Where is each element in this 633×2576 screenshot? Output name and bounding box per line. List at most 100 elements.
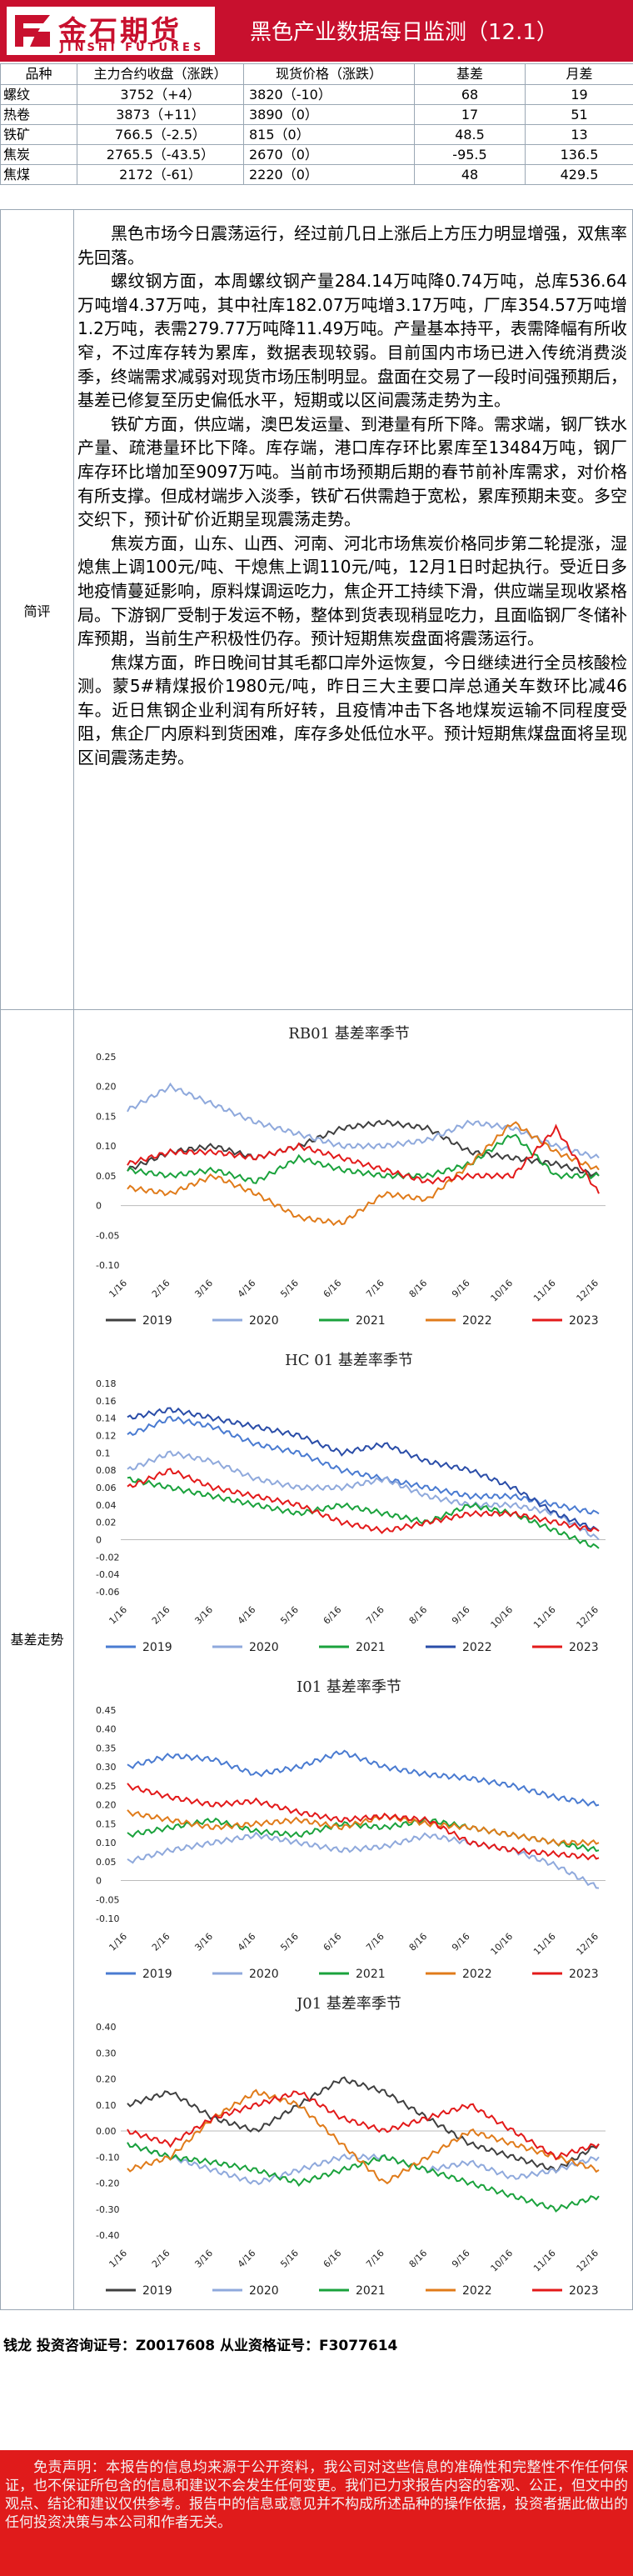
y-tick-label: 0.15 <box>96 1111 117 1122</box>
y-tick-label: 0.40 <box>96 1724 117 1735</box>
y-tick-label: -0.20 <box>96 2178 119 2189</box>
month-spread: 13 <box>525 124 633 145</box>
series-line-2023 <box>127 1468 600 1534</box>
report-title: 黑色产业数据每日监测（12.1） <box>250 20 558 45</box>
table-row: 热卷 3873（+11） 3890（0） 17 51 <box>0 104 633 125</box>
commentary-paragraph: 焦煤方面，昨日晚间甘其毛都口岸外运恢复，今日继续进行全员核酸检测。蒙5#精煤报价… <box>77 652 627 768</box>
column-header: 品种 <box>0 63 77 85</box>
chart-title: RB01 基差率季节 <box>288 1025 409 1043</box>
j01-basis-chart: J01 基差率季节 -0.40 -0.30 -0.20 -0.10 0.00 0.10 0.2… <box>82 1985 616 2310</box>
futures-close: 2765.5（-43.5） <box>77 144 244 165</box>
legend-label: 2019 <box>142 1968 172 1981</box>
x-tick-label: 11/16 <box>531 1278 558 1304</box>
x-tick-label: 7/16 <box>364 1278 386 1300</box>
legend-label: 2021 <box>356 1968 386 1981</box>
x-tick-label: 9/16 <box>450 1931 472 1953</box>
chart-title: I01 基差率季节 <box>297 1678 401 1696</box>
x-tick-label: 12/16 <box>575 1931 601 1958</box>
futures-close: 766.5（-2.5） <box>77 124 244 145</box>
legend-label: 2021 <box>356 1641 386 1654</box>
x-tick-label: 11/16 <box>531 2248 558 2274</box>
basis-label-cell: 基差走势 <box>1 1010 74 2309</box>
x-tick-label: 7/16 <box>364 2248 386 2270</box>
x-tick-label: 12/16 <box>575 1604 601 1631</box>
x-tick-label: 10/16 <box>489 1278 516 1304</box>
y-tick-label: 0.15 <box>96 1818 117 1829</box>
basis-value: 17 <box>414 104 526 125</box>
spot-price: 3820（-10） <box>243 84 415 105</box>
y-tick-label: 0.08 <box>96 1465 117 1476</box>
x-tick-label: 6/16 <box>321 1278 344 1300</box>
series-line-2022 <box>127 1407 600 1532</box>
futures-close: 3752（+4） <box>77 84 244 105</box>
x-tick-label: 5/16 <box>278 2248 301 2270</box>
x-tick-label: 7/16 <box>364 1931 386 1953</box>
commentary-text: 黑色市场今日震荡运行，经过前几日上涨后上方压力明显增强，双焦率先回落。 螺纹钢方… <box>77 222 627 770</box>
table-row: 螺纹 3752（+4） 3820（-10） 68 19 <box>0 84 633 105</box>
legend-label: 2023 <box>569 2284 599 2298</box>
month-spread: 429.5 <box>525 164 633 185</box>
month-spread: 136.5 <box>525 144 633 165</box>
y-tick-label: 0.00 <box>96 2126 117 2137</box>
x-tick-label: 1/16 <box>107 2248 129 2270</box>
column-header: 基差 <box>414 63 526 85</box>
x-tick-label: 5/16 <box>278 1931 301 1953</box>
y-tick-label: 0.1 <box>96 1448 111 1458</box>
x-tick-label: 4/16 <box>236 2248 258 2270</box>
y-tick-label: -0.10 <box>96 1260 119 1271</box>
series-line-2023 <box>127 1783 600 1861</box>
legend-label: 2022 <box>462 1968 492 1981</box>
y-tick-label: 0.05 <box>96 1857 117 1868</box>
logo-chinese-name: 金石期货 <box>58 15 182 48</box>
commentary-label: 简评 <box>23 603 51 619</box>
product-name: 螺纹 <box>0 84 77 105</box>
y-tick-label: -0.10 <box>96 1913 119 1924</box>
series-line-2023 <box>127 1123 600 1194</box>
commentary-label-cell: 简评 <box>1 210 74 1009</box>
y-tick-label: 0.45 <box>96 1705 117 1716</box>
column-header: 月差 <box>525 63 633 85</box>
legend-label: 2023 <box>569 1314 599 1328</box>
series-line-2023 <box>127 2090 600 2161</box>
y-tick-label: 0.20 <box>96 2074 117 2085</box>
y-tick-label: 0.10 <box>96 2100 117 2111</box>
legend-label: 2020 <box>249 1968 279 1981</box>
y-tick-label: 0 <box>96 1876 102 1887</box>
x-tick-label: 8/16 <box>407 1931 430 1953</box>
y-tick-label: -0.30 <box>96 2204 119 2215</box>
x-tick-label: 3/16 <box>192 1278 215 1300</box>
y-tick-label: 0.25 <box>96 1052 117 1063</box>
y-tick-label: -0.40 <box>96 2230 119 2241</box>
basis-value: -95.5 <box>414 144 526 165</box>
x-tick-label: 9/16 <box>450 1604 472 1627</box>
legend-label: 2021 <box>356 1314 386 1328</box>
x-tick-label: 6/16 <box>321 2248 344 2270</box>
legend-label: 2019 <box>142 1314 172 1328</box>
x-tick-label: 5/16 <box>278 1604 301 1627</box>
series-line-2022 <box>127 1121 600 1227</box>
series-line-2020 <box>127 1082 600 1160</box>
series-line-2021 <box>127 1476 600 1549</box>
company-logo: 金石期货 JINSHI FUTURES <box>5 5 217 57</box>
table-row: 焦炭 2765.5（-43.5） 2670（0） -95.5 136.5 <box>0 144 633 165</box>
spot-price: 2670（0） <box>243 144 415 165</box>
table-row: 铁矿 766.5（-2.5） 815（0） 48.5 13 <box>0 124 633 145</box>
legend-label: 2019 <box>142 2284 172 2298</box>
y-tick-label: -0.06 <box>96 1587 119 1598</box>
report-header: 金石期货 JINSHI FUTURES 黑色产业数据每日监测（12.1） <box>0 0 633 62</box>
logo-english-name: JINSHI FUTURES <box>60 42 205 54</box>
futures-close: 2172（-61） <box>77 164 244 185</box>
x-tick-label: 10/16 <box>489 2248 516 2274</box>
x-tick-label: 3/16 <box>192 1604 215 1627</box>
x-tick-label: 11/16 <box>531 1931 558 1958</box>
series-line-2019 <box>127 1415 600 1515</box>
y-tick-label: 0.02 <box>96 1518 117 1528</box>
commentary-paragraph: 铁矿方面，供应端，澳巴发运量、到港量有所下降。需求端，钢厂铁水产量、疏港量环比下… <box>77 413 627 530</box>
basis-value: 68 <box>414 84 526 105</box>
y-tick-label: 0.25 <box>96 1781 117 1792</box>
legend-label: 2023 <box>569 1968 599 1981</box>
x-tick-label: 9/16 <box>450 2248 472 2270</box>
basis-value: 48.5 <box>414 124 526 145</box>
x-tick-label: 2/16 <box>150 2248 172 2270</box>
y-tick-label: -0.10 <box>96 2152 119 2163</box>
